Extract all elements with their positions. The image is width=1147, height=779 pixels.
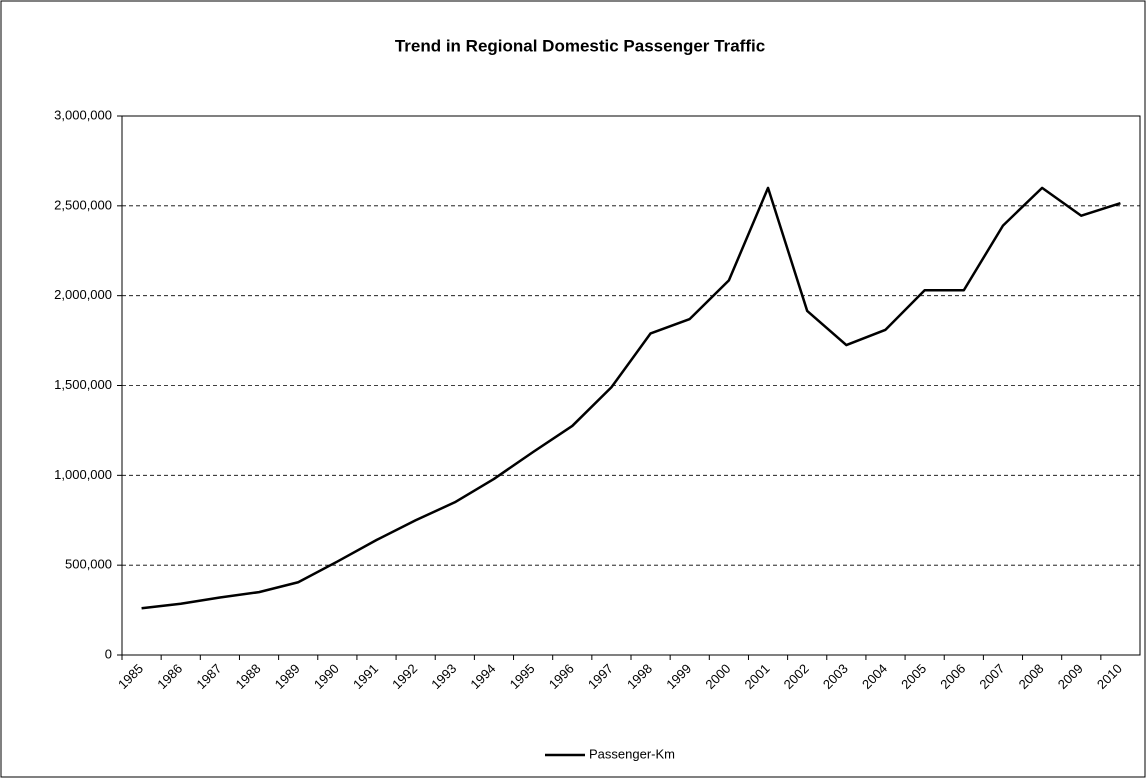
y-tick-label: 2,500,000	[54, 197, 112, 212]
y-tick-label: 0	[105, 646, 112, 661]
y-tick-label: 1,000,000	[54, 467, 112, 482]
data-line	[141, 186, 1121, 610]
y-tick-label: 1,500,000	[54, 377, 112, 392]
y-tick-label: 2,000,000	[54, 287, 112, 302]
y-tick-label: 3,000,000	[54, 107, 112, 122]
legend-label: Passenger-Km	[589, 746, 675, 761]
y-tick-label: 500,000	[65, 557, 112, 572]
chart-title: Trend in Regional Domestic Passenger Tra…	[395, 36, 765, 55]
